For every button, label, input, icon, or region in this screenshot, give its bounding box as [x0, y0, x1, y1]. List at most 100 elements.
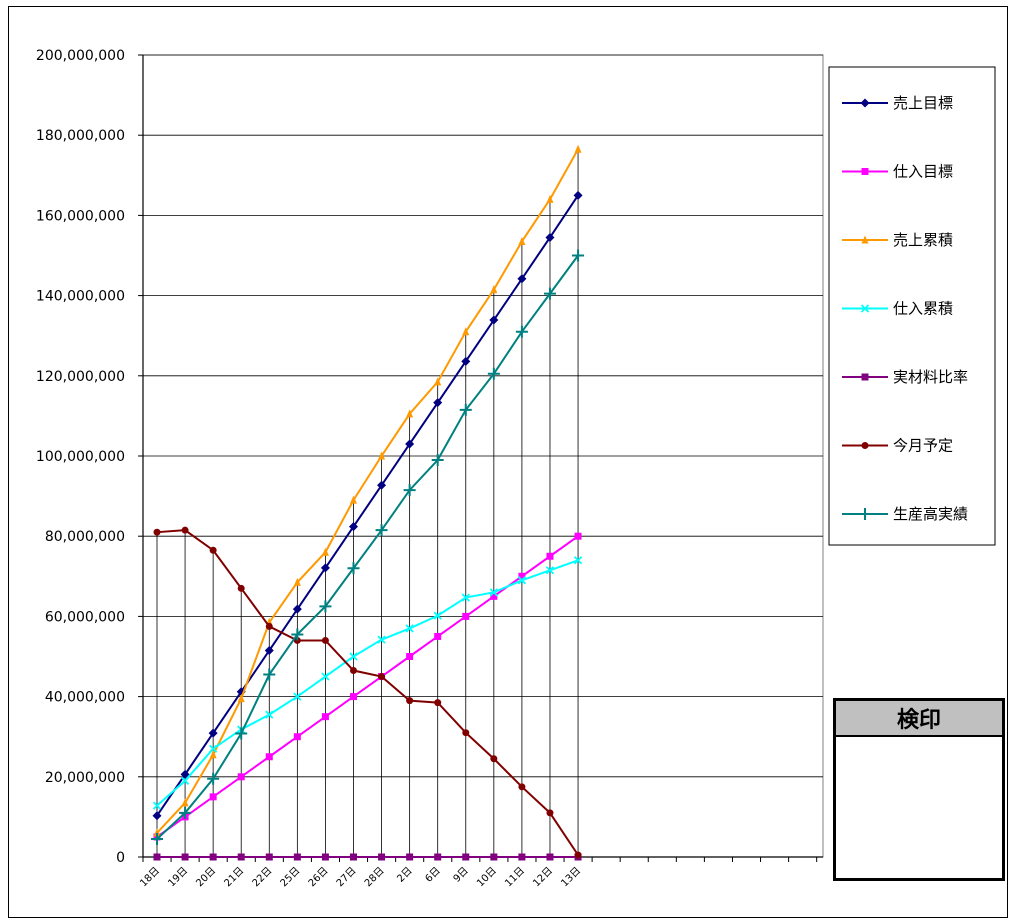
series-line	[156, 148, 579, 834]
data-point	[321, 713, 329, 721]
xtick-label: 20日	[194, 865, 218, 889]
data-point	[235, 727, 248, 740]
legend-marker	[860, 304, 870, 313]
data-point	[406, 697, 414, 705]
data-point	[572, 249, 585, 262]
legend-marker	[861, 373, 869, 381]
data-point	[292, 604, 302, 614]
xtick-label: 10日	[475, 865, 499, 889]
xtick-label: 21日	[222, 865, 246, 889]
data-point	[349, 667, 357, 675]
data-point	[375, 524, 388, 537]
data-point	[291, 628, 304, 641]
legend-entry: 生産高実績	[842, 505, 968, 523]
data-point	[237, 853, 245, 861]
ytick-label: 0	[116, 850, 125, 866]
data-point	[462, 612, 470, 620]
data-point	[180, 769, 190, 779]
legend-marker	[859, 508, 871, 520]
data-point	[153, 528, 161, 536]
legend-label: 売上目標	[893, 94, 953, 112]
ytick-label: 140,000,000	[36, 289, 125, 305]
data-point	[378, 853, 386, 861]
ytick-label: 60,000,000	[45, 609, 125, 625]
data-point	[207, 772, 220, 785]
data-point	[573, 190, 583, 200]
data-point	[433, 611, 442, 620]
data-point	[152, 811, 162, 821]
ytick-label: 100,000,000	[36, 449, 125, 465]
data-point	[237, 694, 245, 703]
xtick-label: 26日	[307, 865, 331, 889]
data-point	[152, 801, 162, 810]
data-point	[208, 728, 218, 738]
data-point	[406, 409, 414, 418]
data-point	[265, 853, 273, 861]
data-point	[573, 556, 583, 565]
ytick-label: 40,000,000	[45, 690, 125, 706]
data-point	[518, 572, 526, 580]
data-point	[264, 645, 274, 655]
legend-label: 生産高実績	[893, 505, 968, 523]
series-7	[151, 249, 585, 845]
data-point	[403, 484, 416, 497]
ytick-label: 20,000,000	[45, 770, 125, 786]
data-point	[459, 403, 472, 416]
data-point	[293, 692, 302, 701]
data-point	[405, 624, 414, 633]
xtick-label: 28日	[363, 865, 387, 889]
series-2	[153, 532, 582, 841]
data-point	[546, 809, 554, 817]
data-point	[574, 851, 582, 859]
data-point	[237, 773, 245, 781]
data-point	[574, 144, 582, 153]
data-point	[181, 798, 189, 807]
data-point	[321, 672, 330, 681]
data-point	[434, 699, 442, 707]
legend-entry: 売上累積	[842, 231, 953, 249]
data-point	[377, 480, 387, 490]
data-point	[490, 285, 498, 294]
ytick-label: 120,000,000	[36, 369, 125, 385]
data-point	[347, 562, 360, 575]
data-point	[462, 853, 470, 861]
data-point	[181, 853, 189, 861]
xtick-label: 13日	[559, 865, 583, 889]
legend-box	[828, 66, 996, 546]
ytick-label: 200,000,000	[36, 48, 125, 64]
legend-marker	[861, 235, 869, 244]
data-point	[265, 622, 273, 630]
data-point	[545, 566, 555, 575]
data-point	[151, 832, 163, 845]
data-point	[461, 356, 471, 366]
series-line	[156, 194, 579, 817]
data-point	[406, 853, 414, 861]
legend-label: 今月予定	[893, 437, 953, 455]
data-point	[433, 398, 443, 408]
data-point	[181, 526, 189, 534]
approval-stamp-box: 検印	[833, 698, 1005, 881]
data-point	[517, 576, 527, 585]
data-point	[405, 439, 415, 449]
data-point	[265, 753, 273, 761]
data-point	[490, 755, 498, 763]
data-point	[349, 853, 357, 861]
data-point	[434, 853, 442, 861]
stamp-title: 検印	[836, 701, 1002, 737]
ytick-label: 80,000,000	[45, 529, 125, 545]
data-point	[378, 451, 386, 460]
data-point	[349, 652, 358, 661]
data-point	[462, 327, 470, 336]
legend-label: 仕入目標	[893, 163, 953, 181]
data-point	[320, 563, 330, 573]
data-point	[518, 236, 526, 245]
xtick-label: 9日	[452, 865, 471, 884]
data-point	[209, 793, 217, 801]
data-point	[293, 577, 301, 586]
data-point	[265, 710, 274, 719]
data-point	[153, 828, 161, 837]
data-point	[515, 325, 528, 338]
data-point	[406, 653, 414, 660]
